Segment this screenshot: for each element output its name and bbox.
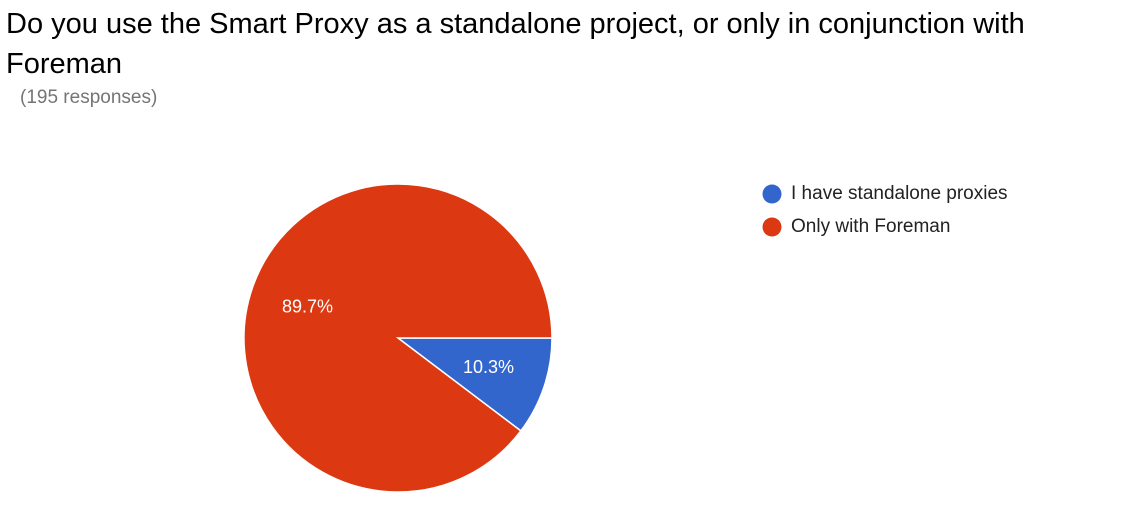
data-label: 10.3% <box>463 357 514 377</box>
chart-subtitle: (195 responses) <box>20 87 158 108</box>
chart-title: Do you use the Smart Proxy as a standalo… <box>6 8 1025 80</box>
legend-label: Only with Foreman <box>791 216 950 237</box>
legend-marker <box>762 217 782 237</box>
data-label: 89.7% <box>282 296 333 316</box>
pie-slice <box>395 337 553 432</box>
legend-label: I have standalone proxies <box>791 183 1008 204</box>
pie-slice <box>243 183 553 493</box>
legend-marker <box>762 184 782 204</box>
